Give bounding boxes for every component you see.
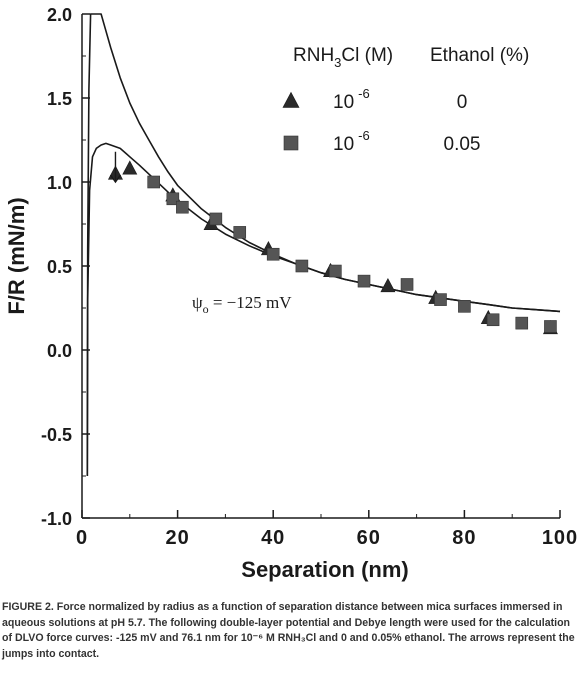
square-point bbox=[233, 226, 247, 239]
square-point bbox=[486, 313, 500, 327]
legend: RNH3Cl (M) Ethanol (%) 10 -6 0 10 -6 0.05 bbox=[282, 45, 529, 155]
jump-arrow-head bbox=[109, 174, 122, 184]
y-tick-label: 1.0 bbox=[47, 173, 72, 193]
y-tick-label: -1.0 bbox=[41, 509, 72, 529]
annotations: ψo = −125 mV bbox=[192, 293, 292, 316]
square-point bbox=[176, 200, 189, 214]
y-tick-label: 1.5 bbox=[47, 89, 72, 109]
x-tick-label: 40 bbox=[261, 527, 285, 549]
y-tick-label: 0.5 bbox=[47, 257, 72, 277]
legend-ethanol-value: 0 bbox=[457, 92, 468, 113]
surface-potential-annotation: ψo = −125 mV bbox=[192, 293, 292, 316]
y-tick-label: 2.0 bbox=[47, 5, 72, 25]
legend-ethanol-value: 0.05 bbox=[444, 134, 481, 155]
square-point bbox=[266, 247, 280, 261]
axes: 2.01.51.00.50.0-0.5-1.00 20 40 60 80 100Separ… bbox=[4, 5, 578, 582]
y-tick-label: 0.0 bbox=[47, 341, 72, 361]
triangle-point bbox=[122, 160, 138, 175]
y-tick-label: -0.5 bbox=[41, 425, 72, 445]
square-point bbox=[544, 320, 557, 333]
data-markers bbox=[107, 151, 558, 335]
x-tick-label: 20 bbox=[165, 527, 189, 549]
dlvo-curves bbox=[86, 13, 561, 477]
legend-concentration: 10 -6 bbox=[333, 86, 370, 113]
y-axis-title: F/R (mN/m) bbox=[4, 197, 29, 314]
force-separation-chart: 2.01.51.00.50.0-0.5-1.00 20 40 60 80 100Separ… bbox=[4, 5, 578, 582]
square-point bbox=[166, 192, 180, 206]
x-tick-label: 80 bbox=[452, 527, 476, 549]
figure-caption: FIGURE 2. Force normalized by radius as … bbox=[2, 601, 575, 660]
x-tick-label: 60 bbox=[357, 527, 381, 549]
square-point bbox=[209, 212, 223, 226]
square-point bbox=[295, 259, 309, 273]
legend-square-marker bbox=[283, 135, 299, 151]
x-axis-title: Separation (nm) bbox=[241, 557, 408, 582]
square-point bbox=[357, 274, 371, 288]
legend-concentration: 10 -6 bbox=[333, 128, 370, 155]
legend-header-electrolyte: RNH3Cl (M) bbox=[293, 45, 393, 70]
square-point bbox=[458, 300, 471, 313]
triangle-point bbox=[380, 277, 396, 293]
square-point bbox=[400, 278, 414, 291]
x-tick-label: 100 bbox=[542, 527, 578, 549]
legend-triangle-marker bbox=[282, 91, 300, 108]
square-point bbox=[515, 316, 529, 330]
square-point bbox=[329, 264, 342, 278]
curve-dlvo-lower bbox=[86, 142, 561, 477]
x-tick-label: 0 bbox=[76, 527, 88, 549]
curve-dlvo-upper bbox=[86, 13, 561, 477]
square-point bbox=[434, 293, 447, 306]
square-point bbox=[147, 175, 160, 189]
legend-header-ethanol: Ethanol (%) bbox=[430, 45, 529, 66]
